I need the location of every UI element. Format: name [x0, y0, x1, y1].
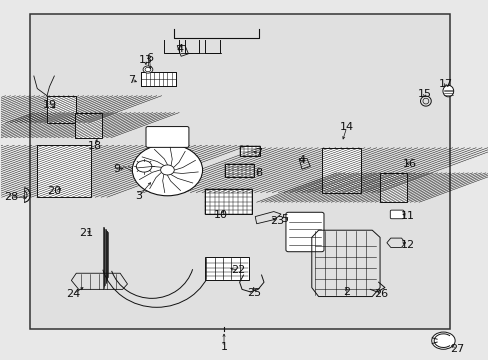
Text: 12: 12	[400, 239, 414, 249]
Text: 24: 24	[65, 289, 80, 299]
Text: 26: 26	[373, 289, 387, 299]
Text: 3: 3	[135, 191, 142, 201]
Bar	[205, 257, 249, 280]
Text: 8: 8	[255, 168, 262, 178]
Text: 16: 16	[403, 159, 416, 169]
Bar	[205, 189, 251, 214]
Bar	[239, 145, 260, 156]
Text: 28: 28	[4, 192, 19, 202]
Text: 19: 19	[42, 100, 57, 111]
Bar	[321, 148, 360, 193]
Text: 18: 18	[87, 141, 102, 151]
Text: 4: 4	[176, 44, 183, 54]
Circle shape	[145, 67, 151, 72]
FancyBboxPatch shape	[389, 210, 403, 219]
Text: 2: 2	[343, 287, 350, 297]
Bar	[47, 96, 76, 123]
Text: 27: 27	[449, 343, 463, 354]
Text: 17: 17	[437, 79, 451, 89]
Text: 10: 10	[214, 210, 227, 220]
Text: 1: 1	[220, 342, 227, 352]
Bar	[30, 14, 449, 329]
FancyBboxPatch shape	[146, 127, 188, 147]
Bar	[224, 163, 254, 177]
Ellipse shape	[442, 85, 453, 97]
Bar	[75, 113, 102, 138]
FancyBboxPatch shape	[285, 212, 324, 252]
Text: 21: 21	[79, 228, 93, 238]
Circle shape	[431, 332, 454, 349]
Text: 14: 14	[339, 122, 353, 132]
Text: 4: 4	[298, 155, 305, 165]
Text: 20: 20	[47, 186, 61, 197]
Circle shape	[132, 144, 202, 196]
Text: 25: 25	[247, 288, 261, 298]
Bar	[37, 145, 91, 197]
Text: 11: 11	[400, 211, 414, 221]
Circle shape	[160, 165, 174, 175]
Text: 22: 22	[231, 265, 245, 275]
Circle shape	[143, 66, 153, 73]
Bar	[141, 72, 176, 86]
Text: 7: 7	[255, 148, 262, 158]
Circle shape	[136, 161, 152, 172]
Bar	[379, 173, 406, 202]
Text: 13: 13	[138, 55, 152, 65]
Text: 6: 6	[145, 53, 153, 63]
Text: 7: 7	[127, 75, 135, 85]
Text: 9: 9	[113, 164, 120, 174]
Text: 5: 5	[281, 215, 288, 224]
Text: 23: 23	[270, 216, 284, 226]
Text: 15: 15	[417, 89, 431, 99]
